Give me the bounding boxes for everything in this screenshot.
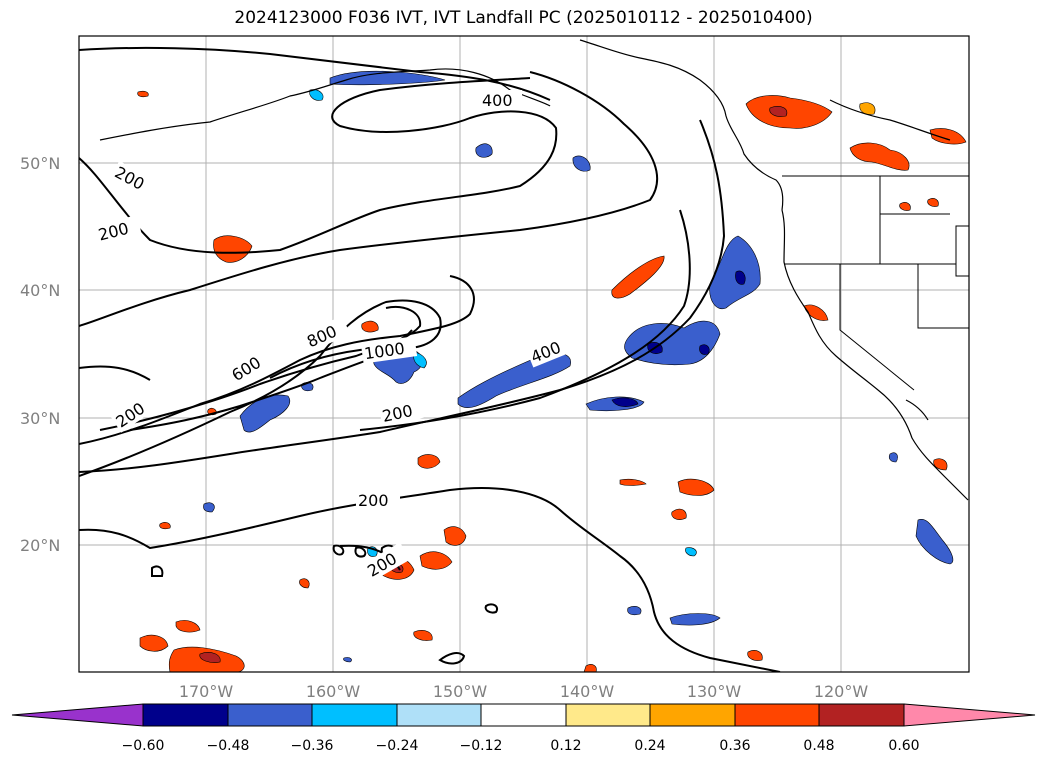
lat-tick-label: 20°N	[20, 536, 60, 555]
colorbar-label: 0.24	[634, 738, 665, 754]
colorbar-swatch	[649, 703, 736, 727]
contour-label: 200	[358, 491, 389, 510]
colorbar-swatch	[396, 703, 482, 727]
negative-anomaly-shading	[203, 70, 954, 663]
map-frame	[78, 35, 970, 673]
ivt-contours	[79, 46, 781, 672]
colorbar-label: −0.48	[207, 738, 250, 754]
colorbar-label: −0.36	[291, 738, 334, 754]
colorbar-label: −0.60	[122, 738, 165, 754]
lat-tick-label: 40°N	[20, 281, 60, 300]
colorbar-swatch	[480, 703, 567, 727]
gridlines	[79, 36, 969, 672]
colorbar-extend-max	[903, 703, 1036, 727]
latitude-ticks: 50°N 40°N 30°N 20°N	[20, 154, 60, 555]
colorbar: −0.60 −0.48 −0.36 −0.24 −0.12 0.12 0.24 …	[11, 703, 1036, 754]
lon-tick-label: 160°W	[306, 682, 361, 701]
lat-tick-label: 50°N	[20, 154, 60, 173]
colorbar-label: −0.12	[460, 738, 503, 754]
lon-tick-label: 120°W	[814, 682, 869, 701]
colorbar-label: −0.24	[376, 738, 419, 754]
lon-tick-label: 130°W	[687, 682, 742, 701]
colorbar-label: 0.12	[550, 738, 581, 754]
colorbar-label: 0.48	[803, 738, 834, 754]
state-borders	[782, 175, 969, 391]
map-background	[79, 36, 969, 672]
colorbar-swatch	[227, 703, 313, 727]
colorbar-swatch	[565, 703, 651, 727]
colorbar-swatch	[818, 703, 905, 727]
colorbar-label: 0.36	[719, 738, 750, 754]
lat-tick-label: 30°N	[20, 409, 60, 428]
colorbar-swatch	[311, 703, 398, 727]
lon-tick-label: 170°W	[179, 682, 234, 701]
colorbar-label: 0.60	[888, 738, 919, 754]
lon-tick-label: 150°W	[433, 682, 488, 701]
map-title: 2024123000 F036 IVT, IVT Landfall PC (20…	[234, 8, 813, 28]
contour-label: 400	[482, 91, 513, 110]
colorbar-swatch	[734, 703, 820, 727]
lon-tick-label: 140°W	[560, 682, 615, 701]
contour-labels: 400 200 200 800 600 1000 400 200 200 200…	[94, 90, 575, 582]
colorbar-swatch	[142, 703, 229, 727]
colorbar-extend-min	[11, 703, 144, 727]
coastlines	[99, 39, 969, 501]
longitude-ticks: 170°W 160°W 150°W 140°W 130°W 120°W	[179, 682, 869, 701]
positive-anomaly-shading	[137, 90, 967, 672]
